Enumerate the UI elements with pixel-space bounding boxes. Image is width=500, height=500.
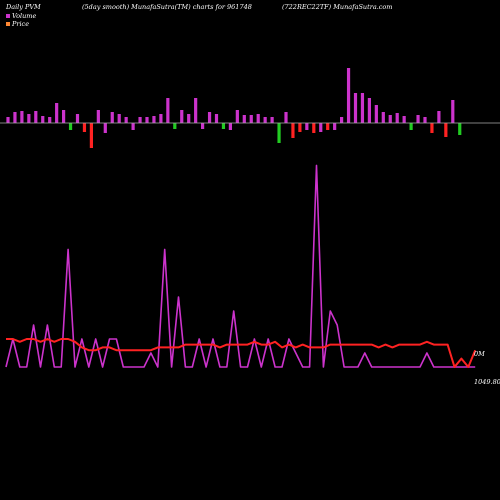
pvm-bar	[333, 123, 337, 130]
pvm-bar	[367, 98, 371, 123]
pvm-bar	[235, 110, 239, 123]
pvm-bar	[55, 103, 59, 123]
pvm-bar	[381, 112, 385, 123]
pvm-bar	[20, 111, 24, 123]
legend-swatch-volume	[6, 14, 10, 18]
pvm-bar	[166, 98, 170, 123]
pvm-bar	[340, 117, 344, 123]
pvm-bar	[444, 123, 448, 137]
pvm-bar	[388, 115, 392, 123]
pvm-bar	[48, 117, 52, 123]
pvm-bar	[305, 123, 309, 130]
pvm-bar	[242, 115, 246, 123]
legend-item-volume: Volume	[6, 12, 36, 20]
pvm-bar	[75, 114, 80, 123]
legend: Volume Price	[6, 12, 36, 28]
pvm-bar	[138, 117, 142, 123]
pvm-bar	[6, 117, 10, 123]
pvm-bar	[312, 123, 316, 133]
pvm-bar	[68, 123, 73, 130]
price-line	[6, 338, 477, 368]
pvm-bar	[124, 117, 128, 123]
pvm-bar	[263, 117, 267, 123]
pvm-bar	[152, 116, 156, 123]
pvm-bar	[13, 112, 17, 123]
pvm-bar	[298, 123, 302, 132]
volume-price-lines	[5, 164, 477, 368]
pvm-bar	[346, 68, 351, 123]
chart-source: (722REC22TF) MunafaSutra.com	[282, 3, 393, 11]
pvm-bar	[458, 123, 462, 135]
pvm-bar	[82, 123, 87, 132]
pvm-bar	[201, 123, 205, 129]
legend-label-volume: Volume	[12, 12, 37, 20]
pvm-bar	[423, 117, 427, 123]
pvm-bar	[187, 114, 191, 123]
pvm-bar	[103, 123, 107, 133]
pvm-bar	[214, 114, 219, 123]
pvm-bar	[437, 111, 441, 123]
pvm-bar	[277, 123, 281, 143]
pvm-bar	[62, 110, 66, 123]
pvm-bar	[89, 123, 93, 148]
pvm-bar	[173, 123, 177, 129]
pvm-bars	[6, 68, 462, 148]
volume-line	[5, 164, 476, 368]
pvm-bar	[180, 110, 184, 123]
pvm-bar	[145, 117, 149, 123]
pvm-bar	[159, 114, 163, 123]
legend-swatch-price	[6, 22, 10, 26]
pvm-bar	[110, 112, 114, 123]
chart-title: (5day smooth) MunafaSutra(TM) charts for…	[82, 3, 252, 11]
pvm-bar	[249, 115, 253, 123]
pvm-bar	[221, 123, 226, 129]
pvm-bar	[291, 123, 295, 138]
pvm-bar	[395, 113, 399, 123]
pvm-bar	[96, 110, 100, 123]
pvm-bar	[194, 98, 198, 123]
pvm-bar	[41, 116, 45, 123]
pvm-bar	[353, 93, 358, 123]
pvm-bar	[117, 114, 121, 123]
pvm-bar	[270, 117, 274, 123]
pvm-bar	[284, 112, 288, 123]
chart-label-left: Daily PVM	[6, 3, 41, 11]
pvm-bar	[207, 112, 212, 123]
legend-item-price: Price	[6, 20, 36, 28]
volume-axis-label: 0M	[474, 350, 485, 358]
legend-label-price: Price	[12, 20, 30, 28]
pvm-bar	[34, 111, 38, 123]
pvm-bar	[409, 123, 413, 130]
pvm-bar	[256, 114, 260, 123]
pvm-bar	[430, 123, 434, 133]
pvm-bar	[402, 116, 406, 123]
pvm-bar	[360, 93, 365, 123]
pvm-bar	[451, 100, 455, 123]
pvm-bar	[319, 123, 323, 132]
pvm-bar	[228, 123, 232, 130]
pvm-bar	[416, 115, 420, 123]
pvm-bar	[326, 123, 330, 130]
pvm-bar	[27, 114, 31, 123]
pvm-bar	[131, 123, 135, 130]
price-axis-label: 1049.80	[474, 378, 500, 386]
pvm-bar	[374, 105, 378, 123]
